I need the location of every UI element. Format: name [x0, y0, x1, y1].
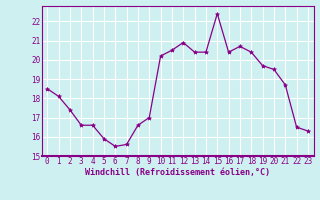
X-axis label: Windchill (Refroidissement éolien,°C): Windchill (Refroidissement éolien,°C) [85, 168, 270, 177]
